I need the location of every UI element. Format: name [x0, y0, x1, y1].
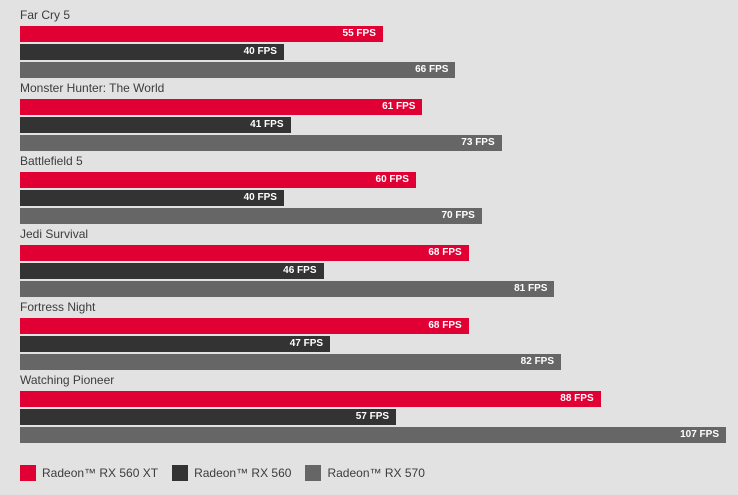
legend-color-swatch: [20, 465, 36, 481]
bar-value-label: 88 FPS: [560, 393, 594, 404]
game-title: Far Cry 5: [20, 8, 71, 22]
chart-group: Fortress Night 68 FPS 47 FPS 82 FPS: [20, 297, 726, 370]
bar-rx-570: 82 FPS: [20, 354, 562, 370]
bar-rx-570: 66 FPS: [20, 62, 456, 78]
legend-label: Radeon™ RX 560 XT: [42, 466, 159, 480]
game-title: Monster Hunter: The World: [20, 81, 165, 95]
chart-group: Watching Pioneer 88 FPS 57 FPS 107 FPS: [20, 370, 726, 443]
bar-rx-570: 107 FPS: [20, 427, 726, 443]
bar-rx-560: 40 FPS: [20, 44, 284, 60]
game-title: Battlefield 5: [20, 154, 83, 168]
bar-value-label: 81 FPS: [514, 283, 548, 294]
bar-rows: 68 FPS 46 FPS 81 FPS: [20, 245, 726, 297]
bar-rx-570: 81 FPS: [20, 281, 555, 297]
bar-value-label: 47 FPS: [289, 338, 324, 349]
legend-label: Radeon™ RX 560: [194, 466, 292, 480]
bar-value-label: 107 FPS: [680, 429, 719, 440]
chart-group: Monster Hunter: The World 61 FPS 41 FPS 73 …: [20, 78, 726, 151]
bar-value-label: 70 FPS: [441, 210, 475, 221]
bar-rx-560: 57 FPS: [20, 409, 397, 425]
bar-rx-570: 73 FPS: [20, 135, 502, 151]
legend-color-swatch: [172, 465, 189, 481]
bar-rx-560: 46 FPS: [20, 263, 324, 279]
bar-value-label: 41 FPS: [250, 119, 284, 130]
bar-value-label: 57 FPS: [355, 411, 390, 422]
bar-rows: 60 FPS 40 FPS 70 FPS: [20, 172, 726, 224]
bar-rows: 68 FPS 47 FPS 82 FPS: [20, 318, 726, 370]
chart-group: Jedi Survival 68 FPS 46 FPS 81 FPS: [20, 224, 726, 297]
bar-value-label: 61 FPS: [382, 101, 416, 112]
fps-bar-chart: Far Cry 5 55 FPS 40 FPS 66 FPS Monster Hunte…: [20, 5, 726, 443]
game-title: Watching Pioneer: [20, 373, 115, 387]
bar-rx-560: 40 FPS: [20, 190, 284, 206]
bar-value-label: 46 FPS: [283, 265, 317, 276]
bar-rows: 55 FPS 40 FPS 66 FPS: [20, 26, 726, 78]
legend-item-rx-570: Radeon™ RX 570: [305, 465, 425, 481]
bar-rows: 88 FPS 57 FPS 107 FPS: [20, 391, 726, 443]
bar-rx-560: 41 FPS: [20, 117, 291, 133]
bar-rx-560-xt: 68 FPS: [20, 318, 469, 334]
bar-value-label: 68 FPS: [428, 247, 462, 258]
game-title: Jedi Survival: [20, 227, 89, 241]
legend: Radeon™ RX 560 XT Radeon™ RX 560 Radeon™ R…: [0, 465, 738, 481]
bar-value-label: 82 FPS: [520, 356, 555, 367]
bar-value-label: 40 FPS: [243, 46, 277, 57]
bar-rx-560-xt: 60 FPS: [20, 172, 416, 188]
bar-value-label: 60 FPS: [375, 174, 409, 185]
bar-value-label: 66 FPS: [415, 64, 449, 75]
bar-rows: 61 FPS 41 FPS 73 FPS: [20, 99, 726, 151]
game-title: Fortress Night: [20, 300, 96, 314]
chart-group: Battlefield 5 60 FPS 40 FPS 70 FPS: [20, 151, 726, 224]
legend-item-rx-560: Radeon™ RX 560: [172, 465, 291, 481]
legend-label: Radeon™ RX 570: [327, 466, 425, 480]
bar-rx-570: 70 FPS: [20, 208, 482, 224]
bar-rx-560-xt: 68 FPS: [20, 245, 469, 261]
bar-value-label: 55 FPS: [342, 28, 376, 39]
legend-item-rx-560-xt: Radeon™ RX 560 XT: [20, 465, 158, 481]
bar-rx-560-xt: 61 FPS: [20, 99, 423, 115]
bar-rx-560: 47 FPS: [20, 336, 331, 352]
chart-group: Far Cry 5 55 FPS 40 FPS 66 FPS: [20, 5, 726, 78]
legend-color-swatch: [305, 465, 322, 481]
bar-rx-560-xt: 55 FPS: [20, 26, 383, 42]
bar-value-label: 68 FPS: [428, 320, 462, 331]
bar-rx-560-xt: 88 FPS: [20, 391, 601, 407]
bar-value-label: 40 FPS: [243, 192, 277, 203]
bar-value-label: 73 FPS: [461, 137, 495, 148]
